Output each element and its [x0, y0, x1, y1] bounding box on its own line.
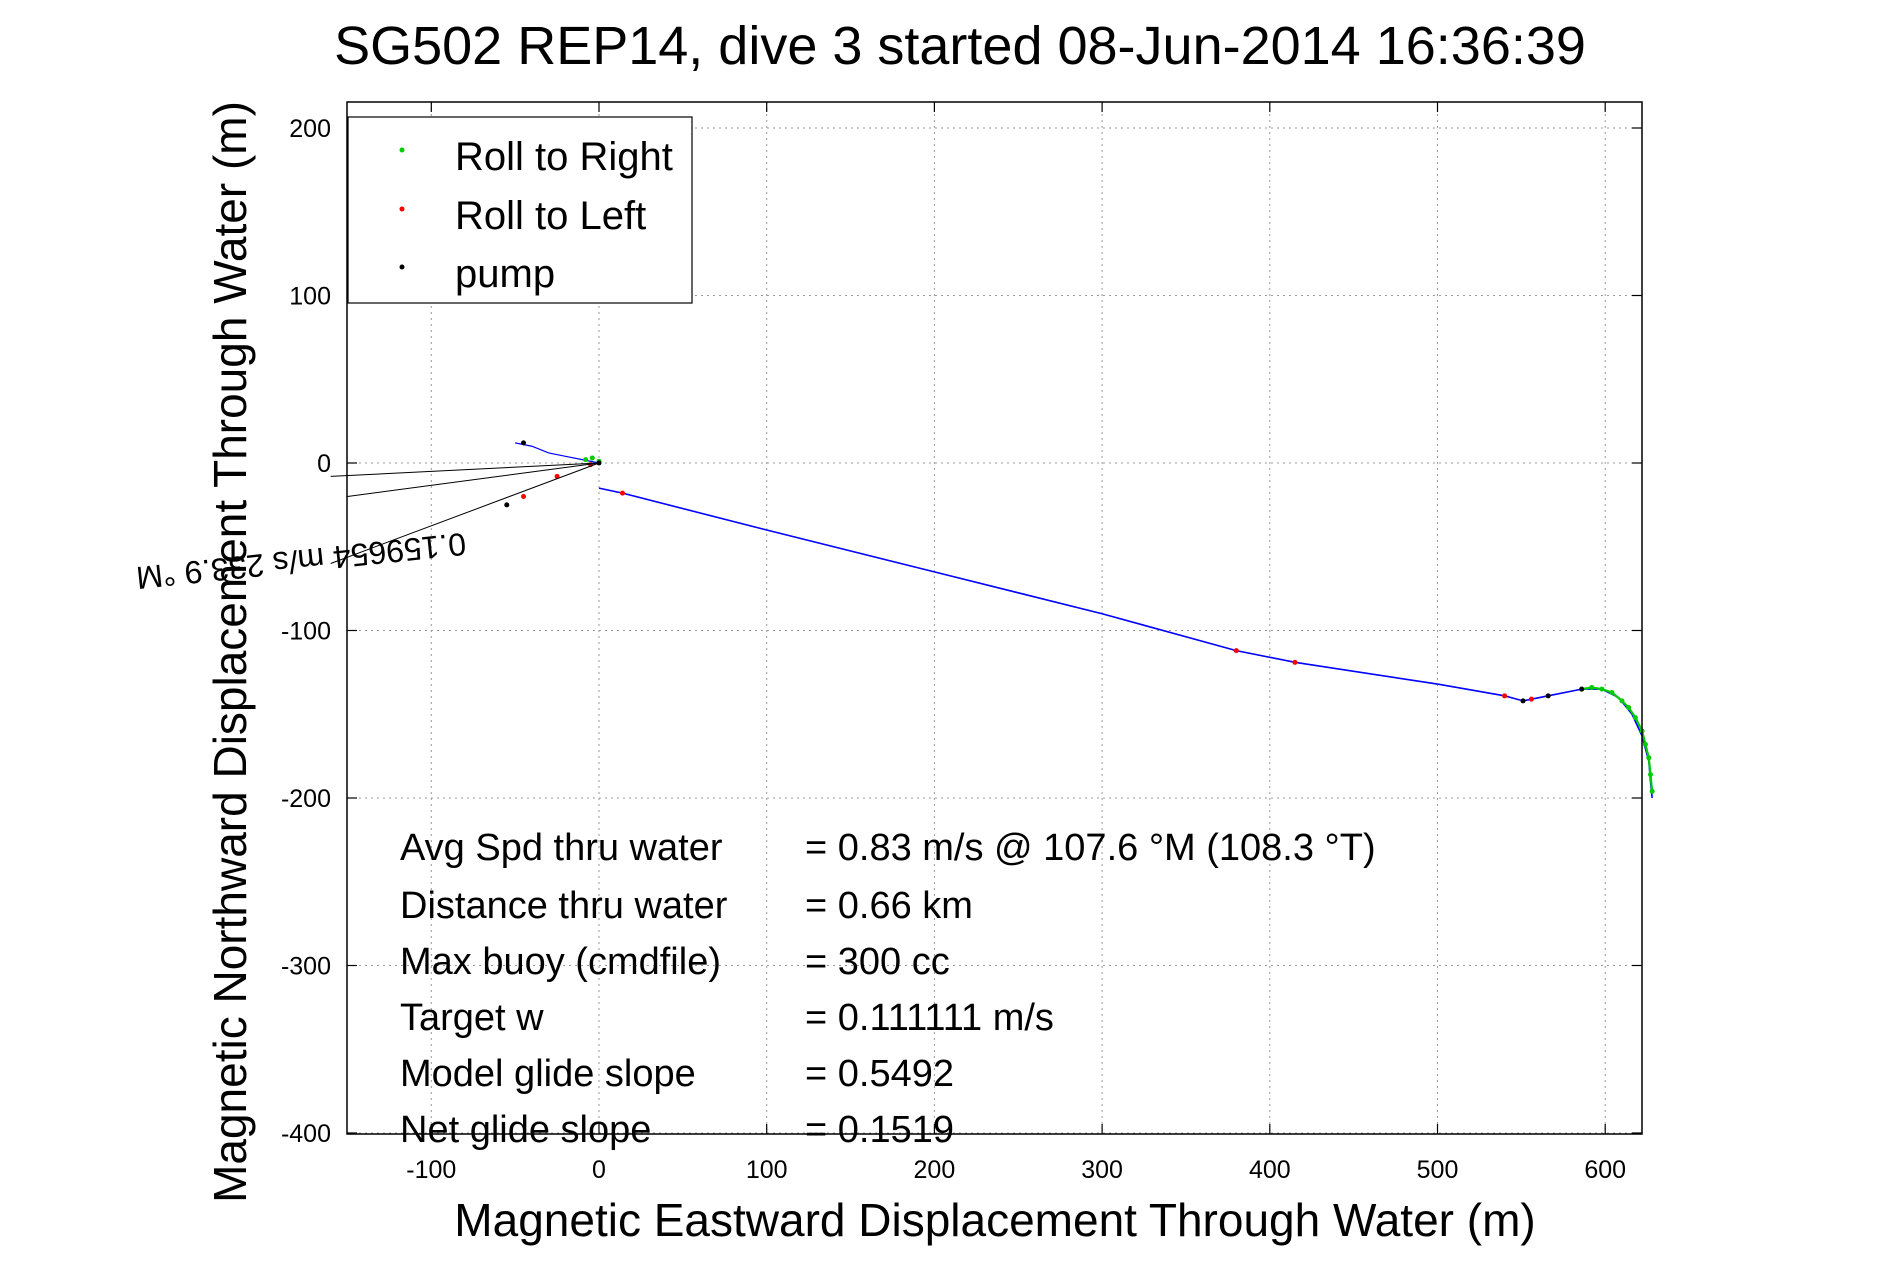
legend-box [347, 116, 693, 304]
y-axis-label: Magnetic Northward Displacement Through … [204, 101, 256, 1203]
series-track-line [598, 487, 1653, 799]
annotation-value-avg-speed: = 0.83 m/s @ 107.6 °M (108.3 °T) [805, 827, 1376, 869]
x-axis-label: Magnetic Eastward Displacement Through W… [454, 1194, 1535, 1246]
legend-marker-roll-right [399, 147, 405, 153]
legend-label-roll-right: Roll to Right [455, 135, 673, 179]
x-tick-label: 200 [914, 1156, 956, 1184]
series-point-roll-to-left [1528, 696, 1534, 702]
current-arrow-line [347, 462, 600, 497]
annotation-label-model-glide: Model glide slope [400, 1053, 696, 1095]
legend-marker-pump [399, 264, 405, 270]
stats-annotations: Avg Spd thru water = 0.83 m/s @ 107.6 °M… [400, 827, 1376, 1151]
annotation-value-target-w: = 0.111111 m/s [805, 997, 1054, 1039]
annotation-label-distance: Distance thru water [400, 885, 728, 927]
series-point-roll-to-left [521, 494, 527, 499]
legend[interactable]: Roll to Right Roll to Left pump [347, 116, 693, 304]
annotation-label-target-w: Target w [400, 997, 544, 1039]
series-point-roll-to-left [619, 490, 625, 496]
series-point-pump [1579, 686, 1585, 692]
x-tick-label: 300 [1081, 1156, 1123, 1184]
annotation-value-model-glide: = 0.5492 [805, 1053, 954, 1095]
y-tick-label: 0 [317, 450, 331, 478]
series-point-roll-to-right [1632, 715, 1638, 721]
series-point-roll-to-right [1649, 788, 1655, 794]
annotation-value-distance: = 0.66 km [805, 885, 973, 927]
annotation-label-avg-speed: Avg Spd thru water [400, 827, 723, 869]
series-point-pump [521, 440, 527, 446]
chart-title: SG502 REP14, dive 3 started 08-Jun-2014 … [334, 16, 1586, 76]
series-point-roll-to-right [1647, 772, 1653, 778]
grid-lines [347, 102, 1642, 1134]
series-point-pump [504, 502, 510, 508]
series-point-roll-to-right [583, 457, 589, 463]
series-point-roll-to-right [1642, 741, 1648, 747]
series-point-roll-to-right [1609, 689, 1615, 695]
legend-label-pump: pump [455, 252, 555, 296]
x-tick-label: 600 [1584, 1156, 1626, 1184]
legend-label-roll-left: Roll to Left [455, 194, 646, 238]
series-point-pump [1520, 698, 1526, 704]
x-tick-label: 500 [1417, 1156, 1459, 1184]
y-tick-label: 100 [289, 283, 331, 311]
current-arrow-line [330, 462, 600, 564]
x-tick-label: 0 [592, 1156, 606, 1184]
series-point-pump [1545, 693, 1551, 699]
series-point-roll-to-left [1233, 648, 1239, 654]
x-tick-label: 400 [1249, 1156, 1291, 1184]
series-point-roll-to-right [1626, 705, 1632, 711]
x-tick-label: 100 [746, 1156, 788, 1184]
current-arrow-label: 0.159654 m/s 233.9 °M [135, 526, 468, 596]
series-point-roll-to-right [1619, 698, 1625, 704]
y-tick-label: -100 [281, 618, 331, 646]
current-arrow-line [330, 462, 600, 477]
series-group [504, 440, 1655, 799]
series-point-roll-to-left [1292, 659, 1298, 665]
legend-marker-roll-left [399, 206, 405, 212]
series-point-roll-to-right [1589, 684, 1595, 690]
series-point-roll-to-right [1599, 686, 1605, 692]
series-point-roll-to-left [554, 473, 560, 479]
plot-frame [346, 101, 1643, 1135]
annotation-label-net-glide: Net glide slope [400, 1109, 651, 1151]
annotation-value-net-glide: = 0.1519 [805, 1109, 954, 1151]
y-tick-label: -200 [281, 785, 331, 813]
series-point-roll-to-right [1646, 755, 1652, 761]
y-tick-label: -300 [281, 953, 331, 981]
axis-ticks: -100 0 100 200 300 400 500 600 -400 -300 -200 -100 0… [281, 102, 1642, 1184]
annotation-label-max-buoy: Max buoy (cmdfile) [400, 941, 721, 983]
series-point-roll-to-left [1502, 693, 1508, 699]
x-tick-label: -100 [406, 1156, 456, 1184]
y-tick-label: -400 [281, 1120, 331, 1148]
annotation-value-max-buoy: = 300 cc [805, 941, 950, 983]
series-point-roll-to-right [589, 455, 595, 461]
y-tick-label: 200 [289, 115, 331, 143]
